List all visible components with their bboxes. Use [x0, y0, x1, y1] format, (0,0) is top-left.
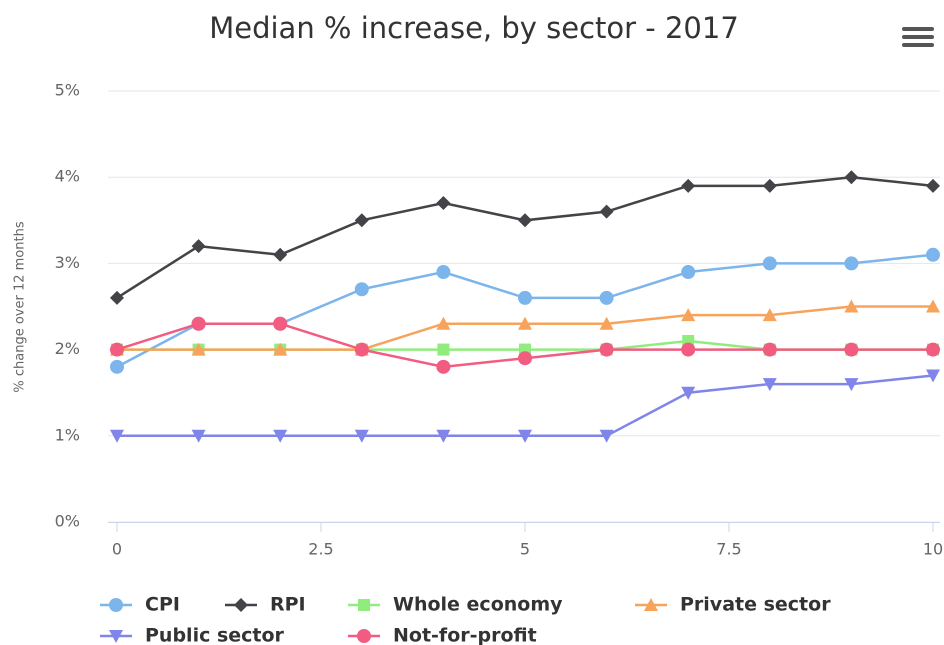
series-line [117, 374, 934, 438]
marker [762, 308, 777, 322]
marker [681, 178, 696, 193]
marker [681, 308, 696, 322]
marker [354, 342, 369, 357]
marker [599, 316, 614, 330]
legend-label: CPI [145, 594, 180, 616]
legend-item[interactable]: Private sector [635, 594, 831, 616]
marker [234, 598, 248, 612]
marker [109, 630, 123, 643]
marker [762, 342, 777, 357]
marker [518, 213, 532, 228]
marker [354, 213, 369, 228]
y-tick-label: 5% [55, 81, 80, 100]
x-tick-label: 7.5 [716, 540, 741, 559]
marker [436, 429, 451, 443]
marker [844, 378, 859, 392]
y-tick-label: 1% [55, 425, 80, 444]
marker [436, 316, 451, 330]
marker [273, 247, 288, 262]
menu-bar[interactable] [902, 43, 934, 47]
legend-label: RPI [270, 594, 306, 616]
y-tick-label: 3% [55, 253, 80, 272]
marker [844, 170, 859, 185]
x-tick-label: 2.5 [308, 540, 333, 559]
legend-item[interactable]: Public sector [100, 625, 285, 645]
marker [599, 342, 614, 357]
y-tick-label: 4% [55, 167, 80, 186]
marker [681, 265, 696, 280]
marker [437, 343, 450, 356]
marker [273, 342, 288, 356]
marker [762, 256, 777, 271]
legend-label: Public sector [145, 625, 285, 645]
marker [436, 265, 451, 280]
marker [191, 239, 206, 254]
series-line [116, 175, 934, 299]
legend-label: Private sector [680, 594, 831, 616]
marker [191, 342, 206, 356]
marker [110, 290, 124, 305]
marker [191, 316, 206, 331]
legend-label: Whole economy [393, 594, 563, 616]
marker [926, 247, 940, 262]
marker [599, 290, 614, 305]
marker [926, 299, 940, 313]
marker [436, 359, 451, 374]
marker [518, 351, 532, 366]
marker [273, 429, 288, 443]
x-tick-label: 5 [520, 540, 530, 559]
marker [844, 299, 859, 313]
marker [599, 204, 614, 219]
x-tick-label: 0 [112, 540, 122, 559]
marker [762, 378, 777, 392]
marker [518, 429, 532, 443]
y-tick-label: 2% [55, 339, 80, 358]
marker [518, 316, 532, 330]
menu-bar[interactable] [902, 27, 934, 31]
marker [926, 369, 940, 383]
marker [926, 178, 940, 193]
marker [110, 359, 124, 374]
marker [436, 196, 451, 211]
chart-title: Median % increase, by sector - 2017 [209, 11, 739, 45]
menu-bar[interactable] [902, 35, 934, 39]
marker [273, 316, 288, 331]
marker [926, 342, 940, 357]
marker [354, 282, 369, 297]
marker [354, 429, 369, 443]
legend-item[interactable]: CPI [100, 594, 180, 616]
marker [844, 256, 859, 271]
marker [358, 599, 370, 611]
marker [681, 342, 696, 357]
marker [109, 598, 123, 612]
marker [110, 429, 124, 443]
legend-item[interactable]: Not-for-profit [348, 625, 537, 645]
menu-button[interactable] [902, 27, 934, 47]
legend-item[interactable]: Whole economy [348, 594, 563, 616]
y-axis-title: % change over 12 months [13, 221, 28, 392]
marker [681, 386, 696, 400]
marker [844, 342, 859, 357]
marker [762, 178, 777, 193]
marker [357, 629, 371, 643]
y-tick-label: 0% [55, 512, 80, 531]
legend-item[interactable]: RPI [225, 594, 306, 616]
marker [110, 342, 124, 357]
marker [644, 598, 658, 611]
marker [518, 290, 532, 305]
x-tick-label: 10 [923, 540, 943, 559]
marker [599, 429, 614, 443]
marker [191, 429, 206, 443]
legend-label: Not-for-profit [393, 625, 537, 645]
